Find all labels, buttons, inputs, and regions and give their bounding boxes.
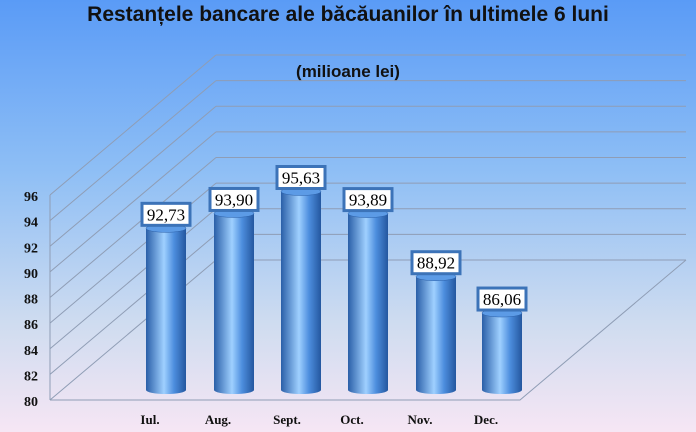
x-tick-label: Iul.: [140, 412, 159, 427]
y-tick-label: 84: [24, 344, 38, 359]
data-label: 95,63: [282, 168, 320, 187]
y-tick-label: 88: [24, 293, 38, 308]
data-label: 88,92: [417, 254, 455, 273]
gridline-side: [49, 80, 217, 222]
x-tick-label: Dec.: [474, 412, 498, 427]
chart-subtitle: (milioane lei): [296, 62, 400, 81]
bar-aug: [214, 213, 254, 394]
chart-title: Restanțele bancare ale băcăuanilor în ul…: [87, 3, 609, 26]
gridline-side: [49, 131, 217, 273]
y-tick-label: 94: [24, 216, 38, 231]
bar-oct: [348, 213, 388, 394]
gridline-side: [49, 233, 217, 375]
data-label-box: [275, 164, 327, 190]
gridline-side: [49, 105, 217, 247]
y-tick-label: 90: [24, 267, 38, 282]
bar-nov: [416, 276, 456, 394]
data-label-box: [342, 187, 394, 213]
gridline-side: [49, 259, 217, 401]
y-tick-label: 82: [24, 369, 38, 384]
x-tick-label: Sept.: [273, 412, 301, 427]
bar-iul: [146, 228, 186, 394]
gridline-side: [49, 157, 217, 298]
x-tick-label: Oct.: [340, 412, 363, 427]
x-tick-label: Nov.: [408, 412, 433, 427]
data-label-box: [208, 186, 260, 212]
y-tick-label: 92: [24, 241, 38, 256]
data-label-box: [476, 286, 528, 312]
x-tick-label: Aug.: [205, 412, 231, 427]
bar-sept: [281, 191, 321, 394]
bar-dec: [482, 313, 522, 394]
data-label: 93,89: [349, 191, 387, 210]
data-label: 93,90: [215, 190, 253, 209]
floor-edge: [50, 259, 687, 401]
data-label: 92,73: [147, 205, 185, 224]
y-tick-label: 80: [24, 395, 38, 410]
y-tick-label: 96: [24, 190, 38, 205]
gridline-side: [49, 208, 217, 350]
data-label-box: [140, 201, 192, 227]
data-label-box: [410, 250, 462, 276]
y-tick-label: 86: [24, 318, 38, 333]
data-label: 86,06: [483, 290, 521, 309]
gridline-side: [49, 54, 217, 196]
